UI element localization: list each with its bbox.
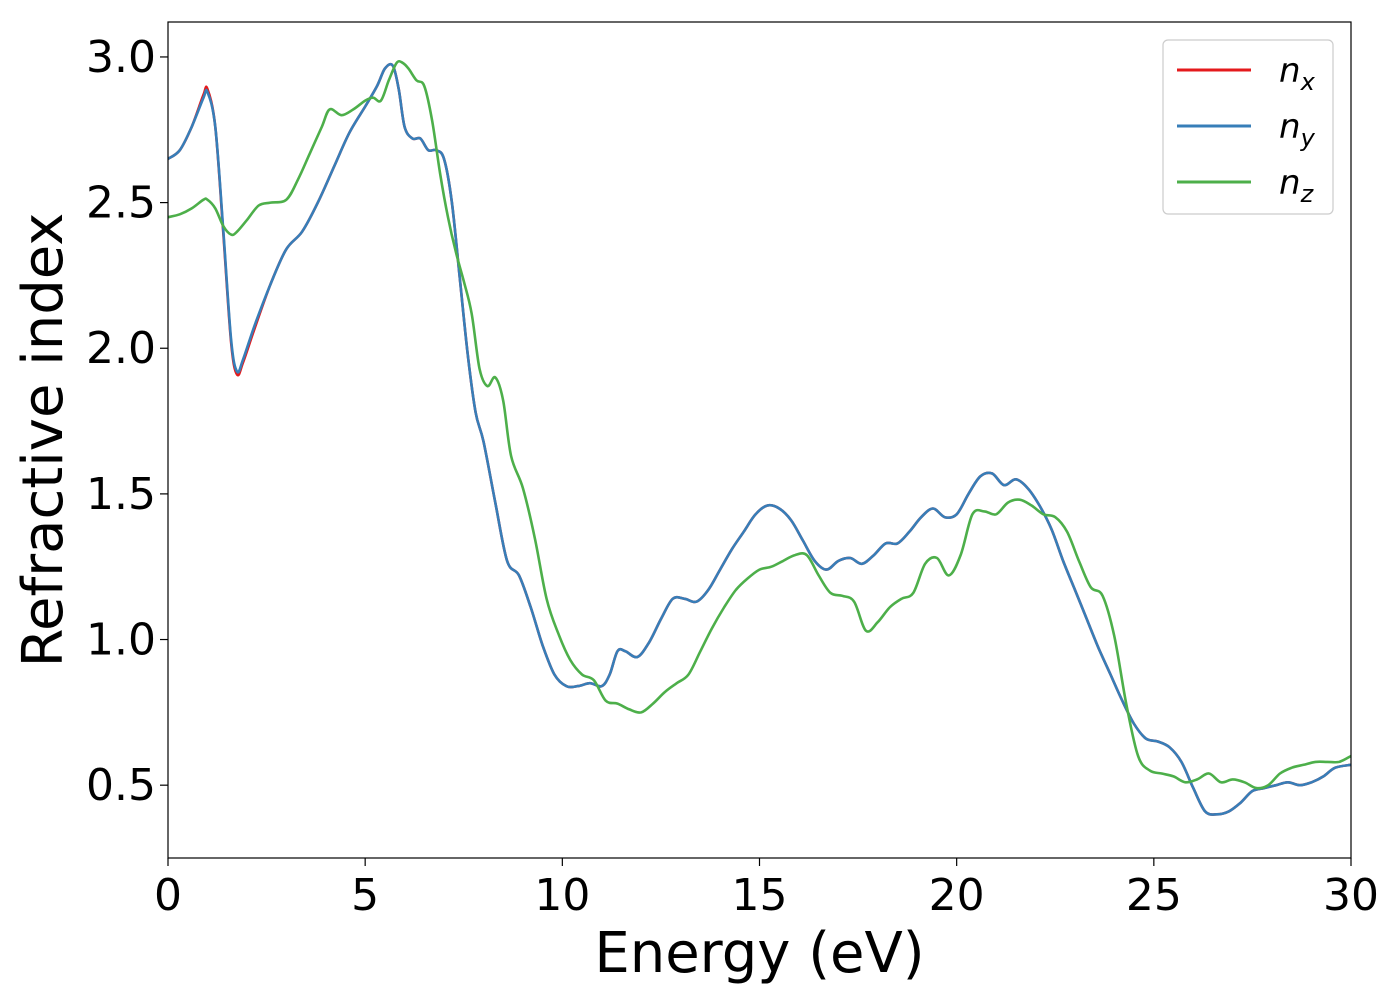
y-axis-title: Refractive index <box>11 213 76 668</box>
legend-label-ny: ny <box>1279 107 1316 152</box>
legend: nx ny nz <box>1162 39 1334 215</box>
x-tick-label: 15 <box>732 870 788 921</box>
y-tick-label: 0.5 <box>86 760 156 811</box>
x-tick-label: 0 <box>154 870 182 921</box>
y-axis: 0.5 1.0 1.5 2.0 2.5 3.0 <box>86 32 168 811</box>
legend-label-nx: nx <box>1279 51 1316 96</box>
series-line-nz <box>168 59 1351 790</box>
y-tick-label: 2.5 <box>86 178 156 229</box>
y-tick-label: 1.5 <box>86 469 156 520</box>
series-line-ny <box>168 62 1351 816</box>
x-tick-label: 5 <box>351 870 379 921</box>
y-tick-label: 1.0 <box>86 615 156 666</box>
x-tick-label: 30 <box>1323 870 1379 921</box>
legend-label-nz: nz <box>1279 163 1315 208</box>
y-tick-label: 2.0 <box>86 323 156 374</box>
x-tick-label: 10 <box>534 870 590 921</box>
x-tick-label: 20 <box>929 870 985 921</box>
y-tick-label: 3.0 <box>86 32 156 83</box>
x-axis-title: Energy (eV) <box>594 921 924 986</box>
x-axis: 0 5 10 15 20 25 30 <box>154 858 1379 921</box>
series-lines <box>168 59 1351 816</box>
x-tick-label: 25 <box>1126 870 1182 921</box>
